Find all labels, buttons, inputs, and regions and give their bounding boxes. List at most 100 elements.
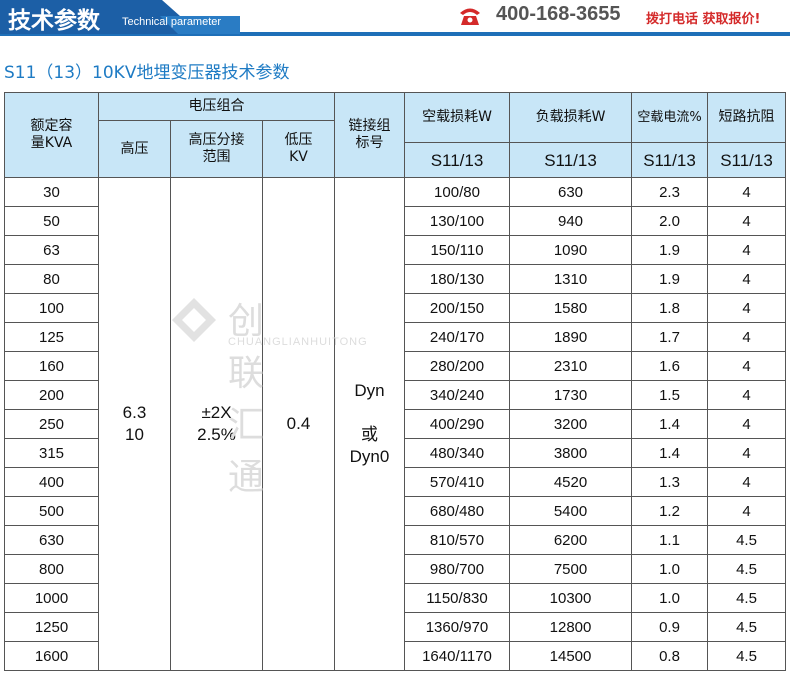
page-title: S11（13）10KV地埋变压器技术参数 xyxy=(4,63,290,83)
cell-no-load-current: 1.5 xyxy=(631,380,708,410)
header-model: S11/13 xyxy=(631,142,708,178)
table-row: 1000 1150/830 10300 1.0 4.5 xyxy=(4,583,786,613)
header-model: S11/13 xyxy=(707,142,786,178)
cell-short-circuit: 4 xyxy=(707,293,786,323)
cell-load-loss: 2310 xyxy=(509,351,632,381)
table-row: 63 150/110 1090 1.9 4 xyxy=(4,235,786,265)
table-row: 160 280/200 2310 1.6 4 xyxy=(4,351,786,381)
cell-load-loss: 7500 xyxy=(509,554,632,584)
cell-short-circuit: 4 xyxy=(707,467,786,497)
cell-short-circuit: 4 xyxy=(707,206,786,236)
cell-no-load-current: 2.3 xyxy=(631,177,708,207)
cell-capacity: 30 xyxy=(4,177,99,207)
cell-no-load-loss: 570/410 xyxy=(404,467,510,497)
cell-capacity: 160 xyxy=(4,351,99,381)
cell-no-load-current: 1.3 xyxy=(631,467,708,497)
table-row: 50 130/100 940 2.0 4 xyxy=(4,206,786,236)
cell-capacity: 125 xyxy=(4,322,99,352)
cell-short-circuit: 4 xyxy=(707,264,786,294)
cell-capacity: 500 xyxy=(4,496,99,526)
cell-short-circuit: 4 xyxy=(707,496,786,526)
cell-capacity: 100 xyxy=(4,293,99,323)
header-hv-tap: 高压分接范围 xyxy=(170,120,263,178)
cell-capacity: 400 xyxy=(4,467,99,497)
table-row: 1600 1640/1170 14500 0.8 4.5 xyxy=(4,641,786,671)
cell-capacity: 1600 xyxy=(4,641,99,671)
cell-capacity: 800 xyxy=(4,554,99,584)
header-lv: 低压KV xyxy=(262,120,335,178)
cell-short-circuit: 4.5 xyxy=(707,612,786,642)
cell-load-loss: 5400 xyxy=(509,496,632,526)
cell-capacity: 1250 xyxy=(4,612,99,642)
cell-no-load-loss: 480/340 xyxy=(404,438,510,468)
cell-no-load-current: 1.9 xyxy=(631,235,708,265)
cell-short-circuit: 4 xyxy=(707,235,786,265)
cell-no-load-current: 1.6 xyxy=(631,351,708,381)
cell-load-loss: 6200 xyxy=(509,525,632,555)
cell-no-load-loss: 130/100 xyxy=(404,206,510,236)
cell-no-load-loss: 680/480 xyxy=(404,496,510,526)
cell-no-load-current: 1.0 xyxy=(631,554,708,584)
cell-short-circuit: 4.5 xyxy=(707,583,786,613)
cell-no-load-current: 1.1 xyxy=(631,525,708,555)
cell-load-loss: 1730 xyxy=(509,380,632,410)
cell-no-load-loss: 150/110 xyxy=(404,235,510,265)
header-no-load-current: 空载电流% xyxy=(631,92,708,143)
header-hv: 高压 xyxy=(98,120,171,178)
header-connection: 链接组标号 xyxy=(334,92,405,178)
cell-no-load-loss: 1150/830 xyxy=(404,583,510,613)
cell-short-circuit: 4 xyxy=(707,177,786,207)
cell-load-loss: 1580 xyxy=(509,293,632,323)
cell-capacity: 50 xyxy=(4,206,99,236)
cell-load-loss: 1890 xyxy=(509,322,632,352)
cell-capacity: 250 xyxy=(4,409,99,439)
header-model: S11/13 xyxy=(509,142,632,178)
header-banner: 技术参数 Technical parameter 400-168-3655 拨打… xyxy=(0,0,790,40)
cell-short-circuit: 4 xyxy=(707,322,786,352)
spec-table: 额定容量KVA 电压组合 链接组标号 空载损耗W 负载损耗W 空载电流% 短路抗… xyxy=(4,92,786,671)
cell-capacity: 630 xyxy=(4,525,99,555)
cell-hv-tap: ±2X 2.5% xyxy=(170,177,263,671)
cell-load-loss: 10300 xyxy=(509,583,632,613)
cell-capacity: 315 xyxy=(4,438,99,468)
cell-no-load-loss: 100/80 xyxy=(404,177,510,207)
cell-no-load-loss: 180/130 xyxy=(404,264,510,294)
cell-load-loss: 4520 xyxy=(509,467,632,497)
cell-hv: 6.3 10 xyxy=(98,177,171,671)
cell-connection: Dyn 或 Dyn0 xyxy=(334,177,405,671)
banner-title: 技术参数 xyxy=(8,8,100,34)
header-load-loss: 负载损耗W xyxy=(509,92,632,143)
cell-no-load-loss: 340/240 xyxy=(404,380,510,410)
table-row: 630 810/570 6200 1.1 4.5 xyxy=(4,525,786,555)
cell-short-circuit: 4 xyxy=(707,351,786,381)
header-capacity: 额定容量KVA xyxy=(4,92,99,178)
cell-short-circuit: 4.5 xyxy=(707,554,786,584)
cell-capacity: 80 xyxy=(4,264,99,294)
cell-capacity: 63 xyxy=(4,235,99,265)
cell-no-load-loss: 1640/1170 xyxy=(404,641,510,671)
banner-line xyxy=(0,32,790,36)
cell-no-load-current: 1.7 xyxy=(631,322,708,352)
banner-tab-accent xyxy=(160,16,240,34)
cell-no-load-current: 1.8 xyxy=(631,293,708,323)
cell-load-loss: 3200 xyxy=(509,409,632,439)
table-row: 400 570/410 4520 1.3 4 xyxy=(4,467,786,497)
cell-no-load-current: 0.9 xyxy=(631,612,708,642)
header-model: S11/13 xyxy=(404,142,510,178)
cell-lv: 0.4 xyxy=(262,177,335,671)
cell-no-load-current: 1.4 xyxy=(631,438,708,468)
cell-no-load-loss: 240/170 xyxy=(404,322,510,352)
cell-no-load-current: 1.4 xyxy=(631,409,708,439)
table-row: 30 6.3 10 ±2X 2.5% 0.4 Dyn 或 Dyn0 100/80 630 2.… xyxy=(4,177,786,671)
cell-no-load-current: 2.0 xyxy=(631,206,708,236)
table-row: 800 980/700 7500 1.0 4.5 xyxy=(4,554,786,584)
cell-short-circuit: 4 xyxy=(707,438,786,468)
cell-load-loss: 940 xyxy=(509,206,632,236)
table-row: 1250 1360/970 12800 0.9 4.5 xyxy=(4,612,786,642)
header-no-load-loss: 空载损耗W xyxy=(404,92,510,143)
cell-load-loss: 3800 xyxy=(509,438,632,468)
cell-load-loss: 1310 xyxy=(509,264,632,294)
banner-subtitle: Technical parameter xyxy=(122,16,222,28)
cell-no-load-loss: 810/570 xyxy=(404,525,510,555)
cell-load-loss: 1090 xyxy=(509,235,632,265)
